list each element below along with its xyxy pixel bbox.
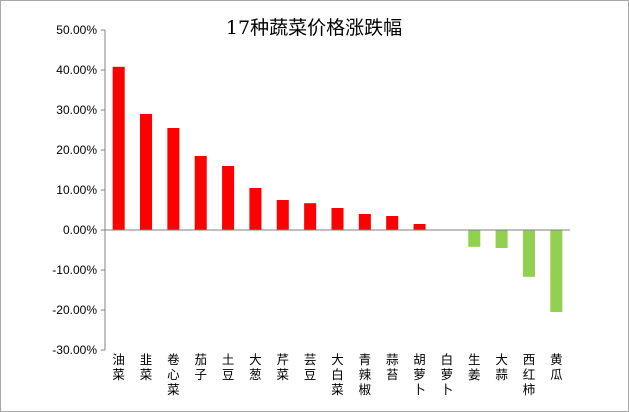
bar	[112, 66, 125, 230]
bar	[304, 203, 317, 230]
svg-text:白: 白	[331, 367, 344, 382]
x-category-label: 黄瓜	[550, 352, 563, 382]
y-tick-label: -30.00%	[52, 343, 97, 357]
x-category-label: 芹菜	[277, 352, 290, 382]
y-tick-label: 30.00%	[56, 103, 97, 117]
svg-text:柿: 柿	[523, 382, 536, 397]
svg-text:辣: 辣	[359, 367, 372, 382]
x-category-label: 韭菜	[140, 352, 153, 382]
bar	[276, 200, 289, 230]
x-category-label: 茄子	[194, 352, 207, 382]
svg-text:西: 西	[523, 352, 536, 367]
svg-text:瓜: 瓜	[550, 367, 563, 382]
svg-text:蒜: 蒜	[386, 352, 399, 367]
svg-text:姜: 姜	[468, 367, 481, 382]
bar	[331, 208, 344, 230]
svg-text:油: 油	[112, 352, 125, 367]
y-tick-label: 0.00%	[63, 223, 97, 237]
x-category-label: 大白菜	[331, 352, 344, 397]
x-category-label: 西红柿	[523, 352, 536, 397]
svg-text:菜: 菜	[112, 367, 125, 382]
bar	[222, 166, 235, 230]
svg-text:大: 大	[495, 352, 508, 367]
bar	[550, 230, 563, 312]
x-category-label: 白萝卜	[441, 352, 454, 397]
svg-text:青: 青	[359, 352, 372, 367]
svg-text:豆: 豆	[222, 367, 235, 382]
bar	[358, 214, 371, 230]
svg-text:萝: 萝	[441, 367, 454, 382]
x-category-label: 油菜	[112, 352, 125, 382]
chart-title: 17种蔬菜价格涨跌幅	[226, 17, 402, 39]
svg-text:豆: 豆	[304, 367, 317, 382]
bar	[495, 230, 508, 248]
x-category-label: 大蒜	[495, 352, 508, 382]
bar	[386, 216, 399, 230]
svg-text:菜: 菜	[167, 382, 180, 397]
svg-text:茄: 茄	[194, 352, 207, 367]
x-category-label: 卷心菜	[167, 352, 180, 397]
svg-text:土: 土	[222, 352, 235, 367]
bar	[167, 128, 180, 230]
svg-text:大: 大	[331, 352, 344, 367]
bar	[140, 114, 153, 230]
x-category-label: 胡萝卜	[413, 352, 426, 397]
svg-text:芹: 芹	[277, 352, 290, 367]
svg-text:胡: 胡	[413, 352, 426, 367]
svg-text:菜: 菜	[331, 382, 344, 397]
x-category-label: 青辣椒	[359, 352, 372, 397]
svg-text:心: 心	[167, 367, 180, 382]
svg-text:子: 子	[194, 367, 207, 382]
x-category-label: 蒜苔	[386, 352, 399, 382]
svg-text:菜: 菜	[140, 367, 153, 382]
x-category-label: 生姜	[468, 352, 481, 382]
svg-text:卷: 卷	[167, 352, 180, 367]
x-category-label: 土豆	[222, 352, 235, 382]
y-tick-label: 40.00%	[56, 63, 97, 77]
y-tick-label: 50.00%	[56, 23, 97, 37]
svg-text:生: 生	[468, 352, 481, 367]
bar	[249, 188, 262, 230]
svg-text:菜: 菜	[277, 367, 290, 382]
svg-text:白: 白	[441, 352, 454, 367]
svg-text:红: 红	[523, 367, 536, 382]
y-tick-label: 10.00%	[56, 183, 97, 197]
svg-text:苔: 苔	[386, 367, 399, 382]
x-category-label: 大葱	[249, 352, 262, 382]
svg-text:韭: 韭	[140, 352, 153, 367]
y-tick-label: 20.00%	[56, 143, 97, 157]
svg-text:萝: 萝	[413, 367, 426, 382]
svg-text:葱: 葱	[249, 367, 262, 382]
svg-text:卜: 卜	[441, 382, 454, 397]
bar	[522, 230, 535, 277]
bar	[468, 230, 481, 247]
svg-text:大: 大	[249, 352, 262, 367]
svg-text:椒: 椒	[359, 382, 372, 397]
svg-text:蒜: 蒜	[495, 367, 508, 382]
y-tick-label: -10.00%	[52, 263, 97, 277]
bar	[413, 224, 426, 230]
y-tick-label: -20.00%	[52, 303, 97, 317]
bar	[194, 156, 207, 230]
x-category-label: 芸豆	[304, 352, 317, 382]
svg-text:黄: 黄	[550, 352, 563, 367]
svg-text:卜: 卜	[413, 382, 426, 397]
svg-text:芸: 芸	[304, 352, 317, 367]
